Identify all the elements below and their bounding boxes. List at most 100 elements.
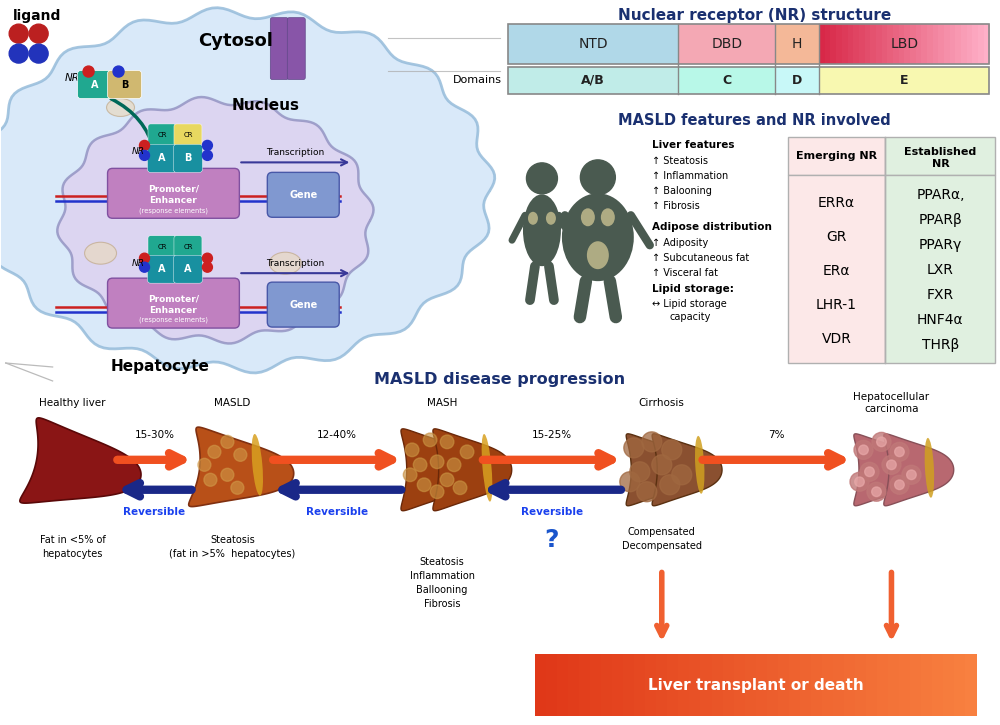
Circle shape [140,141,149,150]
Bar [978,24,984,64]
Ellipse shape [587,241,609,269]
Circle shape [850,472,869,492]
Polygon shape [401,429,480,510]
FancyBboxPatch shape [287,17,305,80]
Bar [788,138,885,175]
Bar [876,24,882,64]
Text: Transcription: Transcription [266,259,324,268]
Text: C: C [722,73,731,86]
Bar [865,24,870,64]
Circle shape [872,432,891,452]
Text: Promoter/: Promoter/ [148,185,199,194]
Bar [819,67,989,94]
Bar [830,24,836,64]
Text: ↑ Inflammation: ↑ Inflammation [652,171,728,181]
Bar [955,24,961,64]
Bar [623,655,635,716]
Circle shape [405,443,419,457]
Text: CR: CR [183,244,193,249]
Bar [836,24,842,64]
Text: MASLD features and NR involved: MASLD features and NR involved [618,113,891,128]
Bar [927,24,933,64]
Polygon shape [189,427,294,507]
Bar [910,655,922,716]
Bar [775,24,819,64]
Bar [745,655,757,716]
Bar [961,24,967,64]
Circle shape [859,445,868,455]
Circle shape [872,487,881,497]
Text: ↑ Fibrosis: ↑ Fibrosis [652,201,700,211]
FancyBboxPatch shape [173,255,202,283]
Circle shape [202,150,212,160]
Bar [933,24,938,64]
Circle shape [221,435,234,448]
Circle shape [660,475,680,494]
Bar [819,24,825,64]
Circle shape [202,262,212,272]
Bar [859,24,865,64]
Circle shape [620,472,640,492]
Bar [853,24,859,64]
Polygon shape [20,418,141,503]
Text: Reversible: Reversible [123,507,186,517]
Text: 15-30%: 15-30% [134,430,174,440]
Circle shape [417,478,431,492]
Text: ↔ Lipid storage: ↔ Lipid storage [652,299,727,309]
Text: A: A [91,80,98,89]
FancyBboxPatch shape [173,144,202,173]
Circle shape [204,473,217,486]
Text: ↑ Steatosis: ↑ Steatosis [652,157,708,166]
Bar [712,655,724,716]
Bar [870,24,876,64]
Circle shape [221,468,234,481]
Bar [844,655,856,716]
Ellipse shape [546,212,556,225]
FancyBboxPatch shape [147,255,176,283]
Bar [972,24,978,64]
Circle shape [890,476,909,494]
Text: D: D [792,73,802,86]
Text: THRβ: THRβ [922,339,959,352]
Text: Gene: Gene [289,299,317,310]
Circle shape [624,438,644,457]
Text: Hepatocellular
carcinoma: Hepatocellular carcinoma [853,392,930,414]
Bar [822,655,834,716]
Text: A: A [158,264,166,274]
Bar [734,655,746,716]
Text: Promoter/: Promoter/ [148,294,199,304]
Bar [678,24,775,64]
Bar [825,24,831,64]
Text: CR: CR [157,132,167,138]
Bar [723,655,735,716]
Ellipse shape [85,242,117,264]
FancyBboxPatch shape [108,168,239,218]
Bar [944,24,950,64]
Bar [789,655,801,716]
Circle shape [9,24,28,43]
Bar [508,67,678,94]
Circle shape [447,458,461,471]
Text: 12-40%: 12-40% [317,430,357,440]
Bar [877,655,889,716]
Bar [508,24,678,64]
Ellipse shape [107,99,135,117]
Bar [656,655,668,716]
Circle shape [895,480,904,489]
Text: (response elements): (response elements) [139,207,208,214]
Text: 15-25%: 15-25% [532,430,572,440]
Text: ↑ Balooning: ↑ Balooning [652,186,712,196]
FancyBboxPatch shape [108,70,141,99]
Text: Cytosol: Cytosol [198,32,273,49]
Circle shape [440,473,454,486]
Circle shape [29,24,48,43]
Circle shape [460,445,474,459]
Text: capacity: capacity [670,312,711,322]
Bar [667,655,679,716]
Bar [775,67,819,94]
Text: A/B: A/B [581,73,605,86]
Bar [568,655,580,716]
Text: LXR: LXR [927,263,954,278]
Text: Emerging NR: Emerging NR [796,152,877,162]
Bar [893,24,899,64]
